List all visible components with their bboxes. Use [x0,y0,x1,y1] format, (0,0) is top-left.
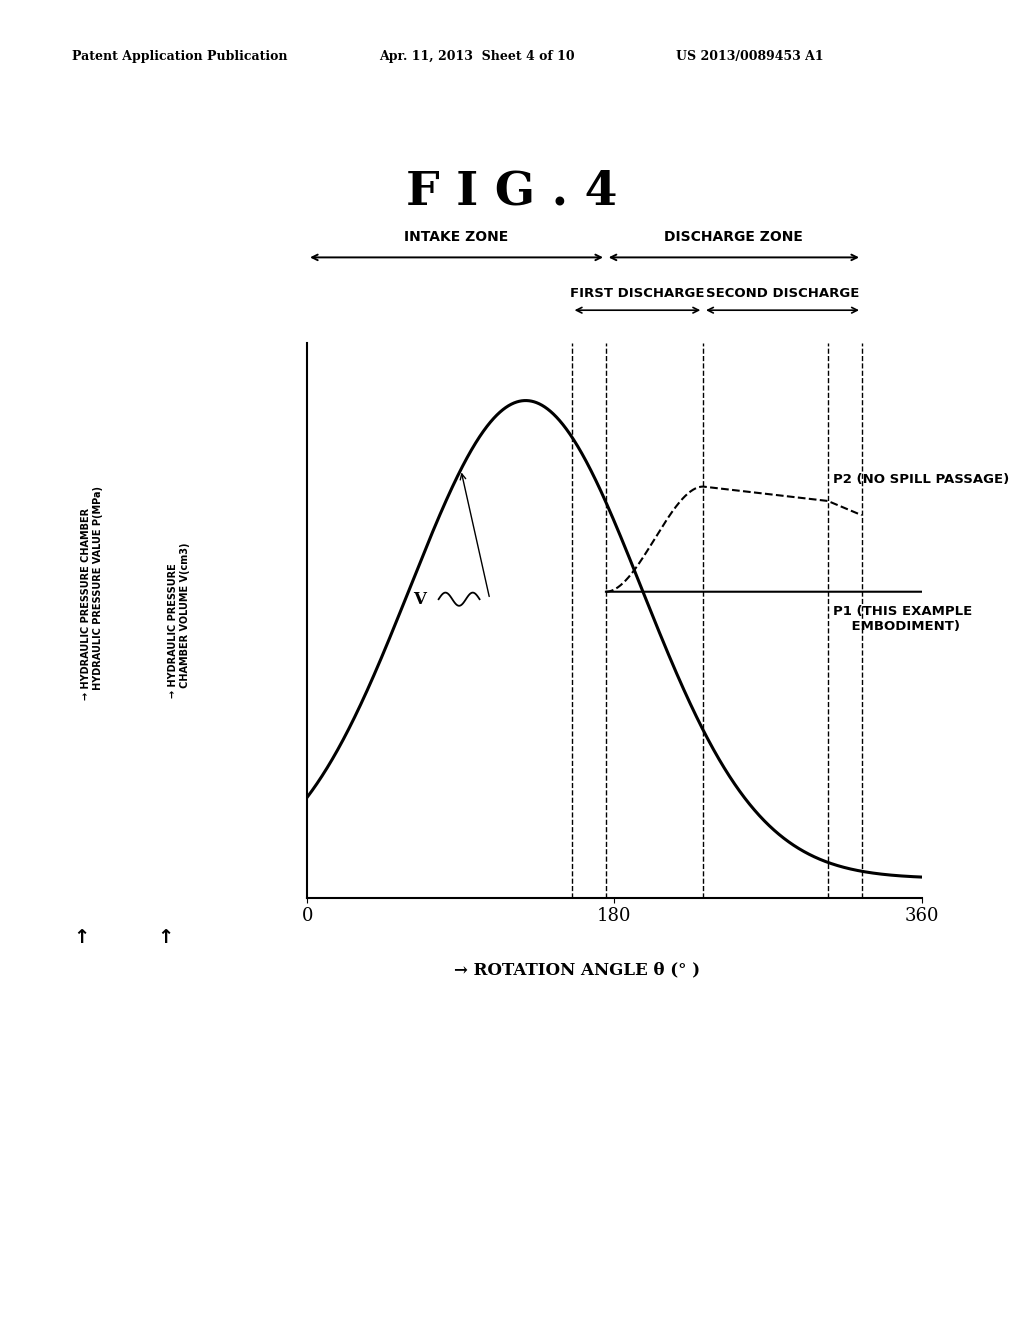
Text: → ROTATION ANGLE θ (° ): → ROTATION ANGLE θ (° ) [455,962,700,978]
Text: F I G . 4: F I G . 4 [407,169,617,214]
Text: INTAKE ZONE: INTAKE ZONE [404,230,509,244]
Text: ↑: ↑ [74,928,90,946]
Text: V: V [413,590,426,607]
Text: P1 (THIS EXAMPLE
    EMBODIMENT): P1 (THIS EXAMPLE EMBODIMENT) [833,605,972,632]
Text: Apr. 11, 2013  Sheet 4 of 10: Apr. 11, 2013 Sheet 4 of 10 [379,50,574,63]
Text: FIRST DISCHARGE: FIRST DISCHARGE [570,286,705,300]
Text: US 2013/0089453 A1: US 2013/0089453 A1 [676,50,823,63]
Text: → HYDRAULIC PRESSURE CHAMBER
   HYDRAULIC PRESSURE VALUE P(MPa): → HYDRAULIC PRESSURE CHAMBER HYDRAULIC P… [81,486,103,700]
Text: ↑: ↑ [158,928,174,946]
Text: SECOND DISCHARGE: SECOND DISCHARGE [706,286,859,300]
Text: Patent Application Publication: Patent Application Publication [72,50,287,63]
Text: P2 (NO SPILL PASSAGE): P2 (NO SPILL PASSAGE) [833,474,1009,487]
Text: → HYDRAULIC PRESSURE
   CHAMBER VOLUME V(cm3): → HYDRAULIC PRESSURE CHAMBER VOLUME V(cm… [168,543,190,698]
Text: DISCHARGE ZONE: DISCHARGE ZONE [665,230,803,244]
